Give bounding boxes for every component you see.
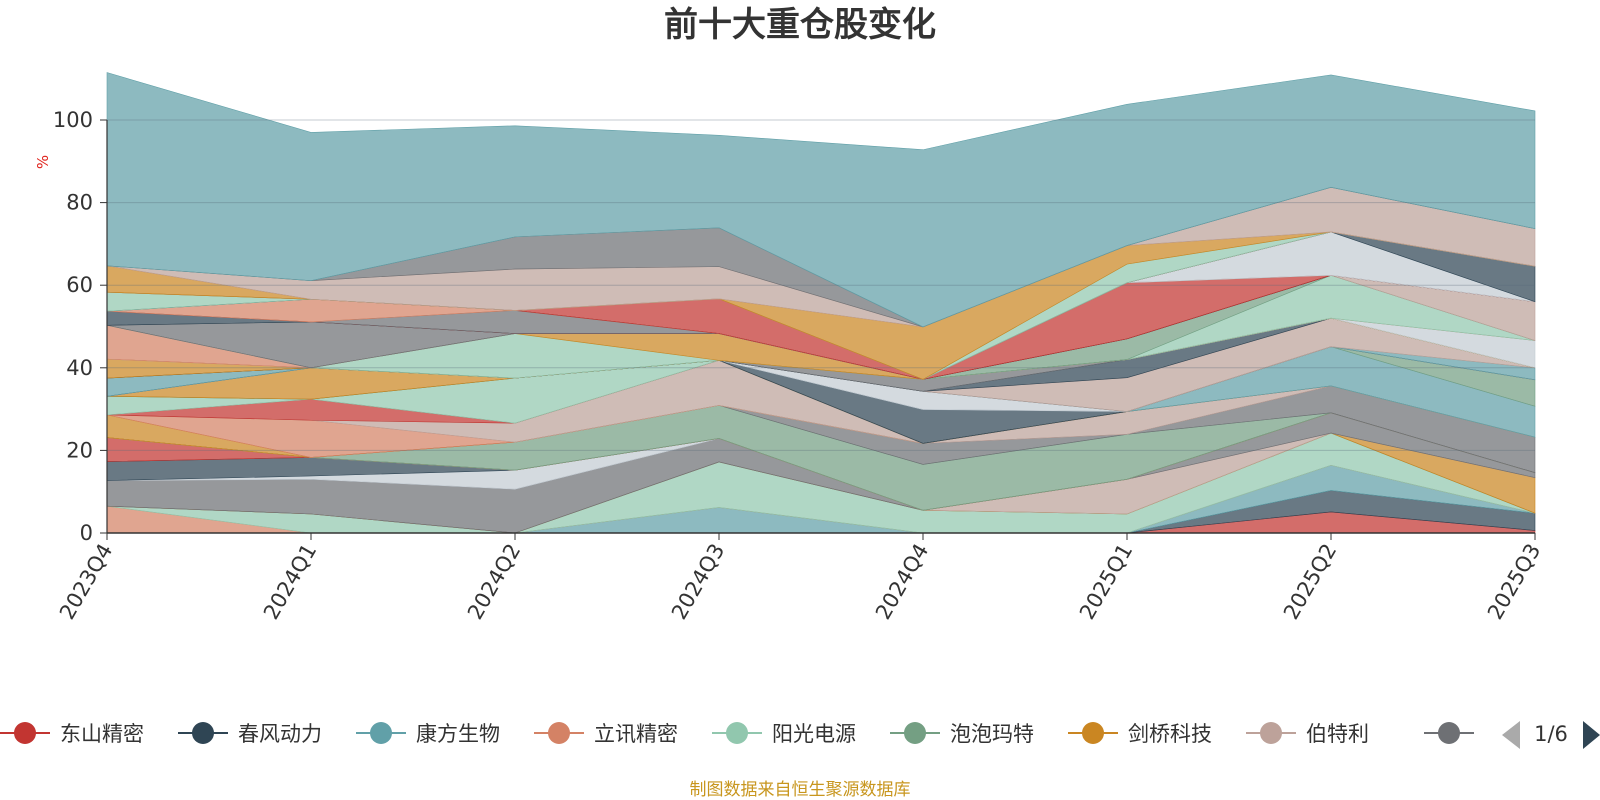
legend-page-indicator: 1/6 <box>1534 722 1568 746</box>
legend-next-icon[interactable] <box>1583 721 1600 749</box>
legend-item-5[interactable]: 泡泡玛特 <box>890 722 1034 746</box>
legend-marker-8 <box>1438 722 1460 744</box>
legend-item-2[interactable]: 康方生物 <box>356 722 500 746</box>
y-tick-label-4: 80 <box>66 191 93 215</box>
y-tick-label-0: 0 <box>80 521 93 545</box>
legend-item-6[interactable]: 剑桥科技 <box>1068 722 1212 746</box>
data-source-note: 制图数据来自恒生聚源数据库 <box>690 780 911 800</box>
legend-label-1: 春风动力 <box>238 722 322 746</box>
legend-item-7[interactable]: 伯特利 <box>1246 722 1369 746</box>
legend-label-4: 阳光电源 <box>772 722 856 746</box>
legend-items: 东山精密 春风动力 康方生物 立讯精密 阳光电源 泡泡玛特 剑桥科技 伯特利 毛戈平 <box>0 722 1547 746</box>
legend-label-5: 泡泡玛特 <box>950 722 1034 746</box>
legend-marker-0 <box>14 722 36 744</box>
legend-marker-4 <box>726 722 748 744</box>
x-tick-label-4: 2024Q4 <box>871 540 933 624</box>
y-axis-unit: % <box>34 155 52 169</box>
x-ticks: 2023Q4 2024Q1 2024Q2 2024Q3 2024Q4 2025Q1 2025… <box>55 533 1545 624</box>
x-tick-label-5: 2025Q1 <box>1075 540 1137 624</box>
legend-item-0[interactable]: 东山精密 <box>0 722 144 746</box>
legend-marker-7 <box>1260 722 1282 744</box>
area-series-54 <box>106 72 1536 328</box>
legend-label-3: 立讯精密 <box>594 722 678 746</box>
legend-marker-5 <box>904 722 926 744</box>
legend-item-1[interactable]: 春风动力 <box>178 722 322 746</box>
y-tick-label-5: 100 <box>53 108 93 132</box>
y-ticks: 0 20 40 60 80 100 <box>53 108 107 545</box>
x-tick-label-7: 2025Q3 <box>1483 540 1545 624</box>
legend-marker-6 <box>1082 722 1104 744</box>
legend-marker-1 <box>192 722 214 744</box>
plot-areas <box>106 72 1536 534</box>
y-tick-label-1: 20 <box>66 438 93 462</box>
legend-label-0: 东山精密 <box>60 722 144 746</box>
y-tick-label-3: 60 <box>66 273 93 297</box>
legend-marker-3 <box>548 722 570 744</box>
legend-marker-2 <box>370 722 392 744</box>
x-tick-label-3: 2024Q3 <box>667 540 729 624</box>
legend-label-6: 剑桥科技 <box>1128 722 1212 746</box>
x-tick-label-6: 2025Q2 <box>1279 540 1341 624</box>
legend-label-7: 伯特利 <box>1306 722 1369 746</box>
legend-pager: 1/6 <box>1502 721 1600 749</box>
legend-item-8[interactable]: 毛戈平 <box>1424 722 1547 746</box>
legend-prev-icon[interactable] <box>1502 721 1520 749</box>
legend-item-3[interactable]: 立讯精密 <box>534 722 678 746</box>
grid-lines <box>107 119 1535 451</box>
chart-title: 前十大重仓股变化 <box>664 5 936 45</box>
x-tick-label-2: 2024Q2 <box>463 540 525 624</box>
legend-label-2: 康方生物 <box>416 722 500 746</box>
x-tick-label-0: 2023Q4 <box>55 540 117 624</box>
legend-item-4[interactable]: 阳光电源 <box>712 722 856 746</box>
legend[interactable]: 东山精密 春风动力 康方生物 立讯精密 阳光电源 泡泡玛特 剑桥科技 伯特利 毛戈平1/6 <box>0 721 1600 749</box>
axes <box>106 120 1535 534</box>
y-tick-label-2: 40 <box>66 356 93 380</box>
x-tick-label-1: 2024Q1 <box>259 540 321 624</box>
